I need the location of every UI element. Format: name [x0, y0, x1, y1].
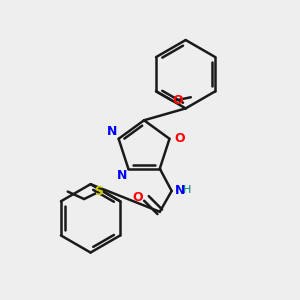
Text: S: S: [94, 184, 103, 197]
Text: N: N: [107, 125, 117, 138]
Text: O: O: [174, 132, 184, 145]
Text: N: N: [175, 184, 186, 197]
Text: O: O: [172, 94, 183, 107]
Text: O: O: [132, 191, 143, 204]
Text: H: H: [183, 185, 191, 195]
Text: N: N: [116, 169, 127, 182]
